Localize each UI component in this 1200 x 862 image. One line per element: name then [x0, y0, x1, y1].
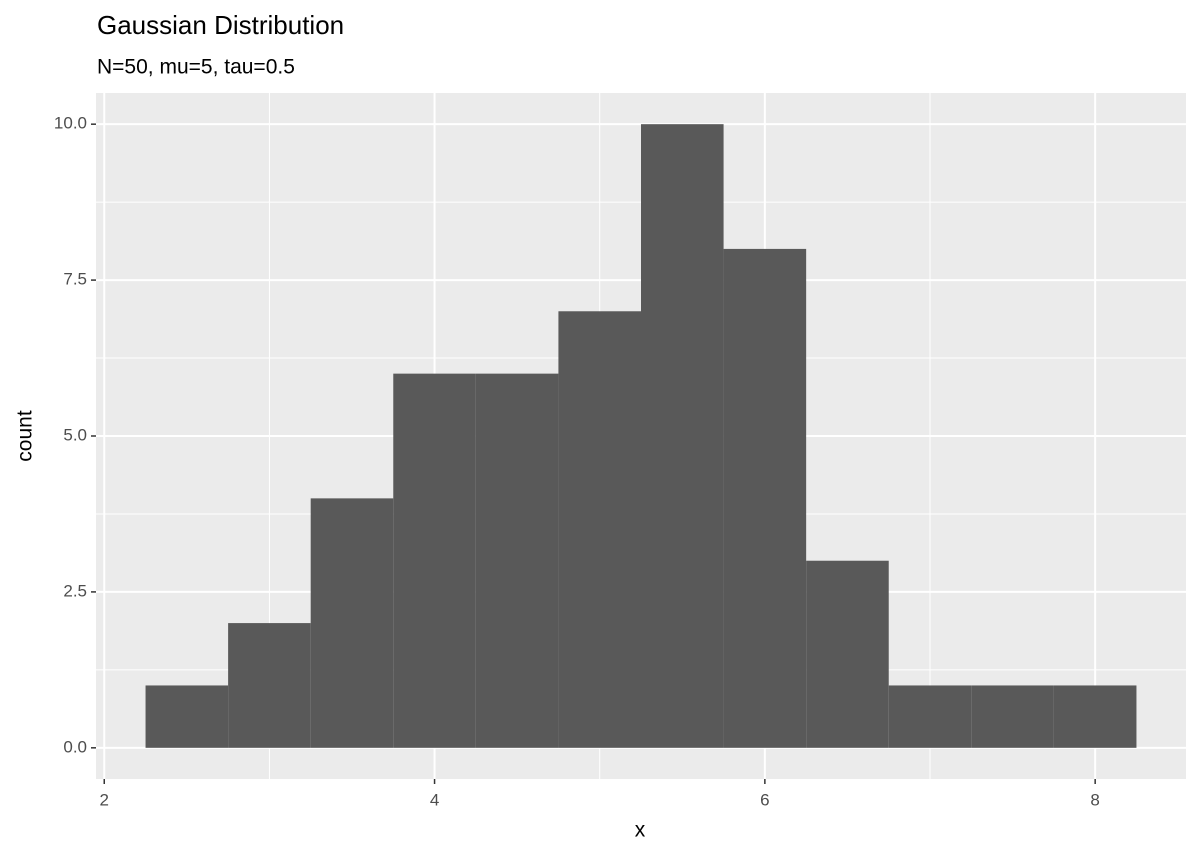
y-tick-label: 7.5: [63, 270, 87, 289]
bar: [971, 685, 1054, 748]
y-tick-label: 5.0: [63, 425, 87, 444]
bar: [888, 685, 972, 748]
bar: [228, 623, 311, 748]
chart-subtitle: N=50, mu=5, tau=0.5: [97, 56, 295, 79]
bar: [475, 373, 559, 748]
bar: [558, 311, 641, 748]
bar: [393, 373, 476, 748]
bar: [1053, 685, 1137, 748]
bar: [723, 248, 807, 748]
x-tick-label: 8: [1090, 790, 1099, 809]
bar: [145, 685, 229, 748]
y-tick-label: 2.5: [63, 581, 87, 600]
bar: [806, 560, 889, 748]
x-tick-label: 6: [760, 790, 769, 809]
bar: [310, 498, 394, 748]
x-tick-label: 2: [100, 790, 109, 809]
y-axis-label: count: [14, 410, 37, 462]
y-tick-label: 0.0: [63, 737, 87, 756]
y-tick-label: 10.0: [54, 114, 87, 133]
x-axis-label: x: [635, 819, 646, 842]
chart-title: Gaussian Distribution: [97, 10, 344, 40]
x-tick-label: 4: [430, 790, 439, 809]
bar: [641, 124, 724, 748]
